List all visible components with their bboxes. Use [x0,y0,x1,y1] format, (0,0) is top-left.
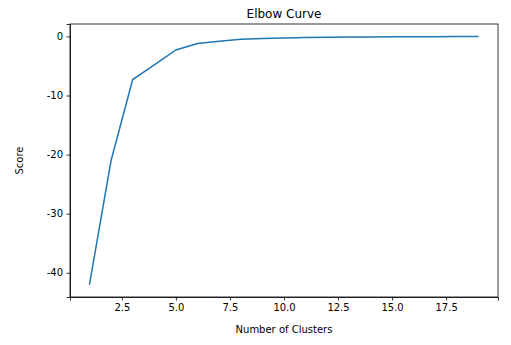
title: Elbow Curve [247,7,322,21]
tick-mark [338,297,339,301]
frame [70,24,498,297]
tick-label: 10.0 [273,302,295,313]
tick: 0 [57,31,70,42]
tick-label: -30 [47,208,63,219]
tick-label: 7.5 [223,302,239,313]
tick-mark [176,297,177,301]
axis-line [67,25,71,298]
tick-label: -40 [47,267,63,278]
tick: -40 [47,267,70,278]
tick: 10.0 [273,297,295,313]
plot-area: 2.5 5.0 7.5 10.0 12.5 15.0 17.5 -40 -30 -20 -10 0 [47,24,499,313]
tick: 17.5 [435,297,457,313]
tick-label: 17.5 [435,302,457,313]
tick-mark [392,297,393,301]
x-axis-title: Number of Clusters [236,324,333,335]
tick: -10 [47,90,70,101]
tick-label: 0 [57,31,63,42]
chart: 2.5 5.0 7.5 10.0 12.5 15.0 17.5 -40 -30 -20 -10 0 El… [0,0,511,345]
tick-mark [230,297,231,301]
tick-mark [67,214,71,215]
tick: 15.0 [381,297,403,313]
y-axis-title: Score [14,146,25,174]
tick-label: -20 [47,149,63,160]
data-layer [89,37,478,285]
tick: 7.5 [223,297,239,313]
tick-mark [67,36,71,37]
tick-mark [67,96,71,97]
tick: 2.5 [114,297,130,313]
axis-line [71,298,499,301]
y-axis: -40 -30 -20 -10 0 [47,25,71,298]
tick: 12.5 [327,297,349,313]
tick-label: 12.5 [327,302,349,313]
tick-mark [67,155,71,156]
tick: -20 [47,149,70,160]
tick-label: 2.5 [114,302,130,313]
line [89,37,478,285]
tick-label: -10 [47,90,63,101]
tick-mark [67,273,71,274]
tick-mark [122,297,123,301]
tick-label: 15.0 [381,302,403,313]
x-axis: 2.5 5.0 7.5 10.0 12.5 15.0 17.5 [71,297,499,313]
tick: 5.0 [168,297,184,313]
tick: -30 [47,208,70,219]
tick-mark [446,297,447,301]
tick-mark [284,297,285,301]
tick-label: 5.0 [168,302,184,313]
